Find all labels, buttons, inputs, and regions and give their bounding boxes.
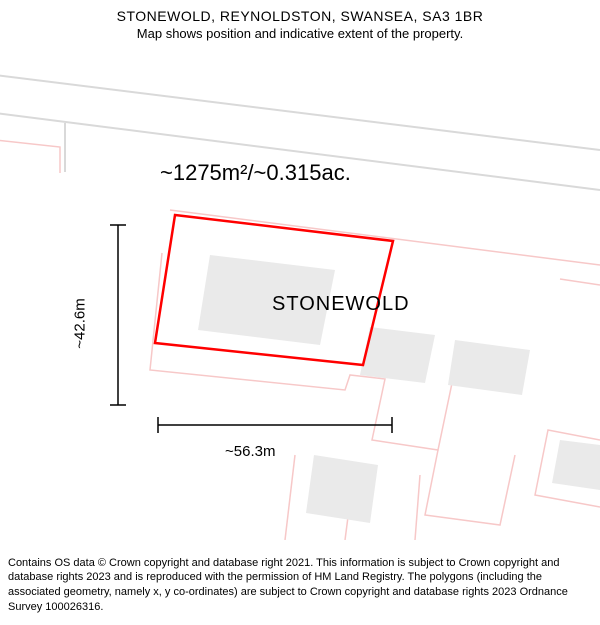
page-subtitle: Map shows position and indicative extent… (0, 26, 600, 41)
height-measurement-label: ~42.6m (72, 298, 89, 348)
copyright-footer: Contains OS data © Crown copyright and d… (0, 550, 600, 625)
page-title: STONEWOLD, REYNOLDSTON, SWANSEA, SA3 1BR (0, 8, 600, 24)
header: STONEWOLD, REYNOLDSTON, SWANSEA, SA3 1BR… (0, 0, 600, 45)
map-area: ~1275m²/~0.315ac. STONEWOLD ~42.6m ~56.3… (0, 45, 600, 540)
area-measurement-label: ~1275m²/~0.315ac. (160, 160, 351, 186)
property-name-label: STONEWOLD (272, 293, 410, 316)
width-measurement-label: ~56.3m (225, 443, 275, 460)
